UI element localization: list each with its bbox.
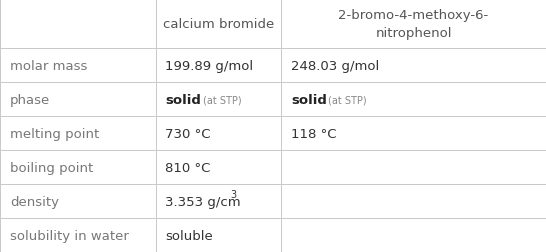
Text: 810 °C: 810 °C	[165, 161, 211, 174]
Text: solid: solid	[165, 93, 201, 106]
Text: (at STP): (at STP)	[328, 95, 367, 105]
Text: soluble: soluble	[165, 229, 213, 242]
Text: 3: 3	[230, 189, 236, 199]
Text: boiling point: boiling point	[10, 161, 93, 174]
Text: 2-bromo-4-methoxy-6-
nitrophenol: 2-bromo-4-methoxy-6- nitrophenol	[339, 9, 489, 40]
Text: (at STP): (at STP)	[203, 95, 241, 105]
Text: calcium bromide: calcium bromide	[163, 18, 274, 31]
Text: solid: solid	[291, 93, 327, 106]
Text: melting point: melting point	[10, 127, 99, 140]
Text: density: density	[10, 195, 59, 208]
Text: molar mass: molar mass	[10, 59, 87, 73]
Text: 199.89 g/mol: 199.89 g/mol	[165, 59, 253, 73]
Text: 730 °C: 730 °C	[165, 127, 211, 140]
Text: phase: phase	[10, 93, 50, 106]
Text: 118 °C: 118 °C	[291, 127, 336, 140]
Text: 248.03 g/mol: 248.03 g/mol	[291, 59, 379, 73]
Text: solubility in water: solubility in water	[10, 229, 129, 242]
Text: 3.353 g/cm: 3.353 g/cm	[165, 195, 241, 208]
